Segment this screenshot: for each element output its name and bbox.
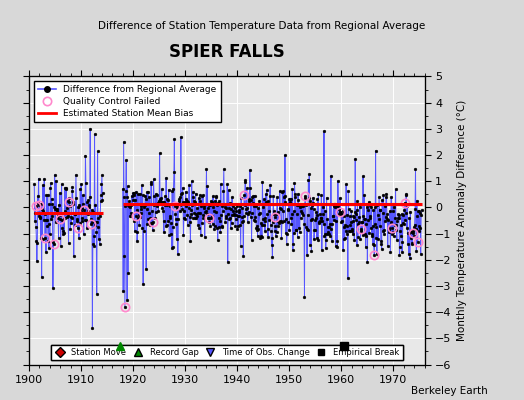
- Title: SPIER FALLS: SPIER FALLS: [169, 43, 285, 61]
- Text: Difference of Station Temperature Data from Regional Average: Difference of Station Temperature Data f…: [99, 21, 425, 31]
- Legend: Station Move, Record Gap, Time of Obs. Change, Empirical Break: Station Move, Record Gap, Time of Obs. C…: [51, 345, 402, 360]
- Text: Berkeley Earth: Berkeley Earth: [411, 386, 487, 396]
- Y-axis label: Monthly Temperature Anomaly Difference (°C): Monthly Temperature Anomaly Difference (…: [457, 100, 467, 341]
